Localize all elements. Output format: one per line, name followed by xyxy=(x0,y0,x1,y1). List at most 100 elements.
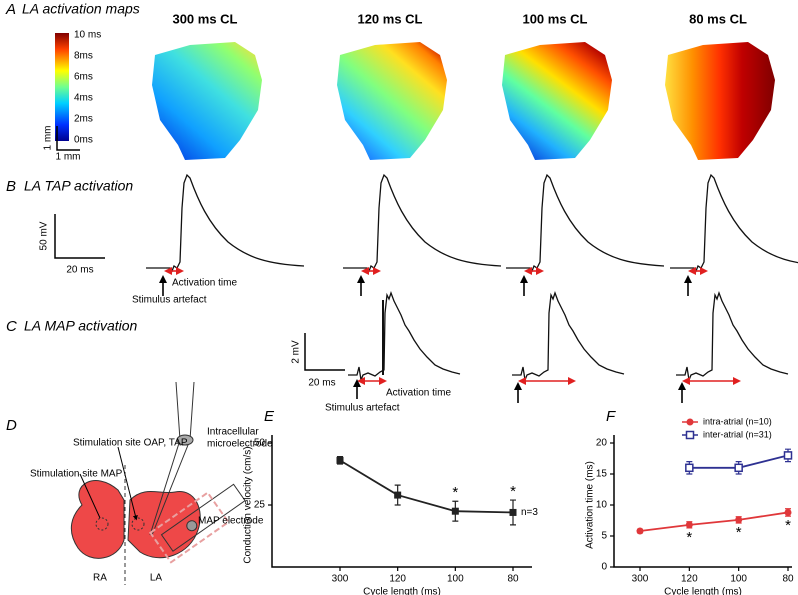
x-axis-label: Cycle length (ms) xyxy=(664,587,742,595)
marker xyxy=(685,521,693,529)
x-tick-label: 80 xyxy=(782,574,794,585)
marker xyxy=(336,456,344,464)
x-tick-label: 100 xyxy=(730,574,747,585)
trace xyxy=(347,292,461,381)
scale-label: 2 mV xyxy=(291,340,302,364)
annotation: * xyxy=(452,484,458,501)
diagram-label: MAP electrode xyxy=(198,516,264,527)
pointer xyxy=(79,446,136,518)
diagram-label: Stimulation site OAP, TAP xyxy=(73,438,188,449)
marker xyxy=(636,527,644,535)
legend-marker xyxy=(685,430,695,440)
annotation: n=3 xyxy=(521,507,538,518)
stimulus-arrows xyxy=(353,379,686,403)
x-tick-label: 300 xyxy=(632,574,649,585)
y-axis-label: Activation time (ms) xyxy=(585,461,596,549)
colorbar-label: 8ms xyxy=(74,51,93,62)
legend-label: inter-atrial (n=31) xyxy=(703,429,772,439)
colorbar-label: 10 ms xyxy=(74,30,101,41)
trace xyxy=(505,174,665,272)
y-tick-label: 10 xyxy=(596,500,608,511)
scale-label: 20 ms xyxy=(308,378,335,389)
x-tick-label: 80 xyxy=(507,574,519,585)
x-tick-label: 100 xyxy=(447,574,464,585)
marker xyxy=(784,508,792,516)
map-electrode xyxy=(148,483,246,564)
series-line xyxy=(639,511,789,532)
series-line xyxy=(339,459,514,514)
panel-letter: E xyxy=(264,408,275,425)
annotation: * xyxy=(510,483,516,500)
marker xyxy=(685,463,694,473)
panel-title: LA MAP activation xyxy=(24,318,138,334)
map-title: 120 ms CL xyxy=(357,11,422,26)
trace xyxy=(669,174,798,272)
marker xyxy=(783,451,793,460)
colorbar-label: 2ms xyxy=(74,114,93,125)
y-tick-label: 25 xyxy=(254,500,266,511)
diagram-label: microelectrode xyxy=(207,439,273,450)
marker xyxy=(735,516,743,524)
panel-letter: C xyxy=(6,318,17,335)
colorbar-label: 4ms xyxy=(74,93,93,104)
annotation: Activation time xyxy=(172,278,237,289)
x-axis-label: Cycle length (ms) xyxy=(363,587,441,595)
diagram-label: Intracellular xyxy=(207,427,259,438)
marker xyxy=(734,463,743,473)
microelectrode-tip xyxy=(176,434,194,446)
activation-map xyxy=(665,42,775,160)
activation-map xyxy=(502,42,612,160)
x-tick-label: 120 xyxy=(681,574,698,585)
y-tick-label: 15 xyxy=(596,469,608,480)
map-title: 100 ms CL xyxy=(522,11,587,26)
scale-label: 50 mV xyxy=(39,221,50,250)
annotation: * xyxy=(686,529,692,546)
legend-label: intra-atrial (n=10) xyxy=(703,416,772,426)
panel-title: LA activation maps xyxy=(22,1,140,17)
panel-letter: D xyxy=(6,417,17,434)
panel-letter: F xyxy=(606,408,616,425)
colorbar-label: 6ms xyxy=(74,72,93,83)
axis xyxy=(271,435,532,568)
trace xyxy=(342,174,502,272)
microelectrode xyxy=(149,381,195,536)
activation-map xyxy=(337,42,447,160)
panel-title: LA TAP activation xyxy=(24,178,133,194)
annotation: Stimulus artefact xyxy=(132,295,207,306)
stim-site xyxy=(131,517,145,531)
activation-map xyxy=(152,42,262,160)
annotation: Activation time xyxy=(386,388,451,399)
chamber-label: LA xyxy=(150,573,163,584)
colorbar xyxy=(55,33,69,141)
annotation: * xyxy=(736,524,742,541)
y-tick-label: 0 xyxy=(601,562,607,573)
annotation: Stimulus artefact xyxy=(325,403,400,414)
diagram-label: Stimulation site MAP xyxy=(30,469,123,480)
panel-letter: B xyxy=(6,178,16,195)
right-atrium xyxy=(70,480,125,559)
trace xyxy=(675,292,789,381)
y-axis-label: Conduction velocity (cm/s) xyxy=(243,446,254,563)
trace xyxy=(511,292,625,381)
y-tick-label: 50 xyxy=(254,438,266,449)
scale-label: 20 ms xyxy=(66,265,93,276)
marker xyxy=(509,508,517,516)
stimulus-arrows xyxy=(159,275,692,296)
annotation: * xyxy=(785,517,791,534)
y-tick-label: 5 xyxy=(601,531,607,542)
x-tick-label: 120 xyxy=(389,574,406,585)
stim-site xyxy=(95,517,109,531)
x-tick-label: 300 xyxy=(332,574,349,585)
scale-bar xyxy=(56,126,80,151)
axis xyxy=(613,435,792,568)
chamber-label: RA xyxy=(93,573,107,584)
marker xyxy=(451,507,459,515)
scale-label: 1 mm xyxy=(43,126,54,151)
scale-bar xyxy=(304,333,345,371)
scale-bar xyxy=(54,214,105,259)
legend-marker xyxy=(686,418,694,426)
map-title: 300 ms CL xyxy=(172,11,237,26)
